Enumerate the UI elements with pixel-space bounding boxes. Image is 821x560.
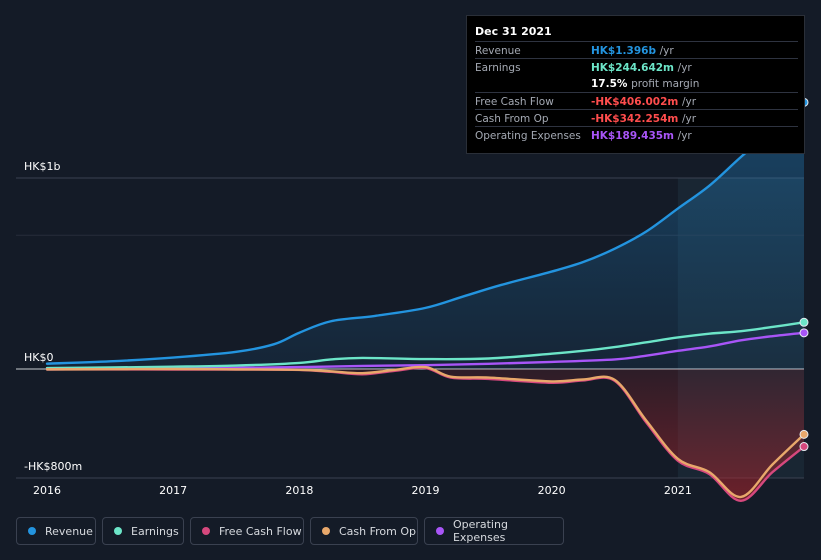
tooltip-row-profit-margin: 17.5% profit margin [475,75,798,92]
free-cash-flow-end-point [799,442,809,452]
tooltip-date: Dec 31 2021 [475,25,552,38]
y-tick-label-bottom: -HK$800m [24,460,83,473]
tooltip-value: HK$244.642m /yr [591,62,692,74]
tooltip-row-revenue: Revenue HK$1.396b /yr [475,41,798,59]
legend-item-cash-from-op[interactable]: Cash From Op [310,517,418,545]
operating-expenses-end-point [799,328,809,338]
tooltip-value: HK$189.435m /yr [591,130,692,142]
tooltip-label: Revenue [475,45,521,57]
free-cash-flow-area [47,367,804,501]
legend-item-free-cash-flow[interactable]: Free Cash Flow [190,517,304,545]
earnings-line [45,321,806,370]
y-tick-label-top: HK$1b [24,160,61,173]
tooltip-label: Earnings [475,62,521,74]
revenue-dot-icon [28,527,36,535]
earnings-end-point [799,317,809,327]
cash-from-op-dot-icon [322,527,330,535]
x-tick-label: 2019 [411,484,440,497]
tooltip-value: 17.5% profit margin [591,78,700,90]
x-tick-label: 2018 [285,484,314,497]
earnings-dot-icon [114,527,122,535]
operating-expenses-dot-icon [436,527,444,535]
cash-from-op-end-point [799,429,809,439]
free-cash-flow-dot-icon [202,527,210,535]
tooltip-row-operating-expenses: Operating Expenses HK$189.435m /yr [475,126,798,144]
tooltip-row-cash-from-op: Cash From Op -HK$342.254m /yr [475,109,798,127]
cash-from-op-line [45,365,806,499]
legend-item-operating-expenses[interactable]: Operating Expenses [424,517,564,545]
x-tick-label: 2021 [663,484,692,497]
tooltip-row-free-cash-flow: Free Cash Flow -HK$406.002m /yr [475,92,798,110]
legend-item-revenue[interactable]: Revenue [16,517,96,545]
revenue-line [45,101,806,365]
tooltip-label: Operating Expenses [475,130,581,142]
tooltip-row-earnings: Earnings HK$244.642m /yr [475,58,798,76]
x-tick-label: 2016 [33,484,61,497]
tooltip-value: HK$1.396b /yr [591,45,674,57]
revenue-area [47,102,804,369]
tooltip-panel: Dec 31 2021 Revenue HK$1.396b /yr Earnin… [466,15,805,154]
x-tick-label: 2020 [537,484,566,497]
tooltip-label: Free Cash Flow [475,96,554,108]
y-tick-label-zero: HK$0 [24,351,54,364]
legend-item-earnings[interactable]: Earnings [102,517,184,545]
tooltip-label: Cash From Op [475,113,549,125]
x-tick-label: 2017 [159,484,188,497]
tooltip-value: -HK$406.002m /yr [591,96,697,108]
tooltip-value: -HK$342.254m /yr [591,113,697,125]
